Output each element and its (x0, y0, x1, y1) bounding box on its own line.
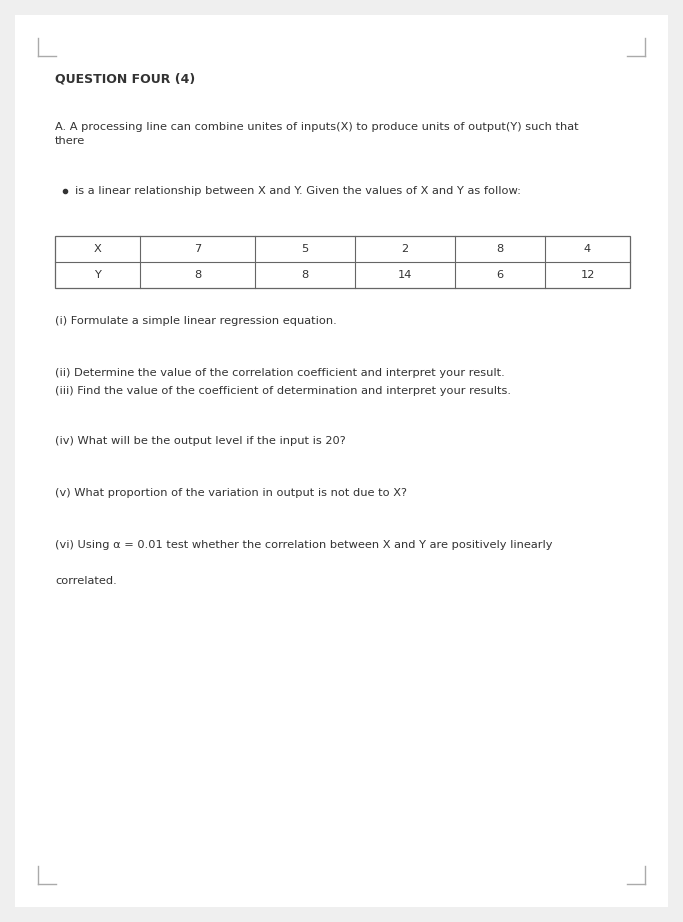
Bar (55, 236, 630, 288)
Text: 2: 2 (402, 244, 408, 254)
Text: (iii) Find the value of the coefficient of determination and interpret your resu: (iii) Find the value of the coefficient … (55, 386, 511, 396)
Text: 12: 12 (581, 270, 595, 280)
Text: 8: 8 (194, 270, 201, 280)
Text: A. A processing line can combine unites of inputs(X) to produce units of output(: A. A processing line can combine unites … (55, 122, 579, 147)
Text: (ii) Determine the value of the correlation coefficient and interpret your resul: (ii) Determine the value of the correlat… (55, 368, 505, 378)
Text: 14: 14 (398, 270, 412, 280)
Text: 6: 6 (497, 270, 503, 280)
Text: correlated.: correlated. (55, 576, 117, 586)
Text: 7: 7 (194, 244, 201, 254)
Text: (v) What proportion of the variation in output is not due to X?: (v) What proportion of the variation in … (55, 488, 407, 498)
Text: (iv) What will be the output level if the input is 20?: (iv) What will be the output level if th… (55, 436, 346, 446)
Text: (vi) Using α = 0.01 test whether the correlation between X and Y are positively : (vi) Using α = 0.01 test whether the cor… (55, 540, 553, 550)
Text: QUESTION FOUR (4): QUESTION FOUR (4) (55, 72, 195, 85)
Text: (i) Formulate a simple linear regression equation.: (i) Formulate a simple linear regression… (55, 316, 337, 326)
Text: 8: 8 (497, 244, 503, 254)
Text: 4: 4 (584, 244, 591, 254)
Text: is a linear relationship between X and Y. Given the values of X and Y as follow:: is a linear relationship between X and Y… (75, 186, 521, 196)
Text: 5: 5 (301, 244, 309, 254)
Text: Y: Y (94, 270, 101, 280)
Text: X: X (94, 244, 101, 254)
Text: 8: 8 (301, 270, 309, 280)
